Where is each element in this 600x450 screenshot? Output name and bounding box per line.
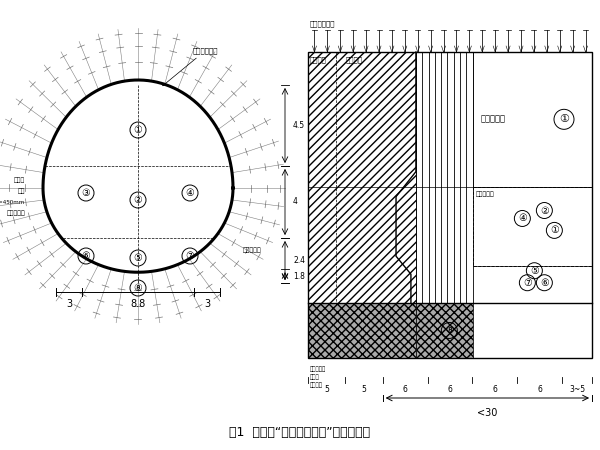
Text: 水平钢: 水平钢 (14, 177, 25, 183)
Text: 喷射混凝土: 喷射混凝土 (243, 247, 262, 253)
Text: ⑧: ⑧ (445, 325, 454, 335)
Bar (473, 187, 592, 266)
Text: 初喷混凝土: 初喷混凝土 (476, 192, 494, 197)
Text: <30: <30 (477, 408, 497, 418)
Text: 5: 5 (324, 385, 329, 394)
Text: 8.8: 8.8 (130, 299, 146, 309)
Text: 1.8: 1.8 (293, 272, 305, 281)
Text: 4: 4 (293, 198, 298, 207)
Text: 6: 6 (448, 385, 452, 394)
Bar (416, 303, 473, 358)
Text: ⑧: ⑧ (134, 283, 142, 293)
Text: 2.4: 2.4 (293, 256, 305, 265)
Text: ②: ② (134, 195, 142, 205)
Text: ⑤: ⑤ (530, 266, 539, 276)
Text: ⑦: ⑦ (185, 251, 194, 261)
Text: 钢架未示全: 钢架未示全 (481, 115, 506, 124)
Text: 二次衬砌: 二次衬砌 (310, 57, 327, 63)
Text: ⑦: ⑦ (523, 278, 532, 288)
Text: 喷射混凝土: 喷射混凝土 (6, 210, 25, 216)
Text: 6: 6 (537, 385, 542, 394)
Text: 初期支护: 初期支护 (310, 382, 323, 387)
Text: 6: 6 (493, 385, 497, 394)
Text: ①: ① (134, 125, 142, 135)
Bar (308, 52, 416, 303)
Text: 6: 6 (403, 385, 407, 394)
Text: ②: ② (540, 206, 549, 216)
Text: ⑥: ⑥ (82, 251, 91, 261)
Text: ⑤: ⑤ (134, 253, 142, 263)
Bar (308, 52, 592, 358)
Text: ④: ④ (185, 188, 194, 198)
Text: ①: ① (559, 114, 569, 124)
Text: 拱架: 拱架 (17, 188, 25, 194)
Text: 初期支护: 初期支护 (346, 57, 363, 63)
Text: ③: ③ (82, 188, 91, 198)
Text: ④: ④ (518, 213, 527, 224)
Text: ⑥: ⑥ (540, 278, 549, 288)
Text: 系统径向锚杆: 系统径向锚杆 (310, 21, 335, 27)
Text: 3: 3 (204, 299, 210, 309)
Text: 3~5: 3~5 (569, 385, 585, 394)
Text: ①: ① (550, 225, 559, 235)
Bar (473, 52, 592, 187)
Text: 喷射混凝土: 喷射混凝土 (310, 366, 326, 372)
Text: 防水层: 防水层 (310, 374, 320, 380)
Text: 4.5: 4.5 (293, 121, 305, 130)
Bar (308, 303, 416, 358)
Text: H=450mm: H=450mm (0, 199, 25, 204)
Text: 图1  河底段“三台阶七步法”施工步序图: 图1 河底段“三台阶七步法”施工步序图 (229, 426, 371, 438)
Text: 系统径向锚杆: 系统径向锚杆 (163, 47, 218, 86)
Text: 3: 3 (66, 299, 72, 309)
Text: 5: 5 (362, 385, 367, 394)
